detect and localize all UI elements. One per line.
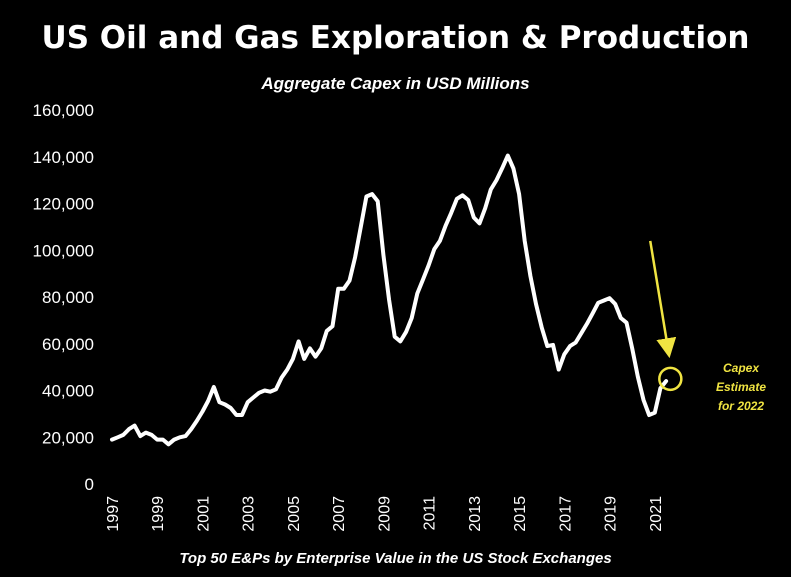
x-tick-label: 2013 — [467, 496, 484, 532]
y-tick-label: 80,000 — [42, 288, 94, 307]
y-tick-label: 20,000 — [42, 428, 94, 447]
y-tick-label: 100,000 — [33, 241, 94, 260]
annotation-label: for 2022 — [718, 399, 764, 413]
x-tick-label: 2001 — [195, 496, 212, 532]
series-layer — [110, 153, 669, 447]
x-tick-label: 2003 — [241, 496, 258, 532]
chart-subtitle: Aggregate Capex in USD Millions — [261, 74, 530, 93]
x-tick-label: 2009 — [376, 496, 393, 532]
x-tick-label: 2005 — [286, 496, 303, 532]
y-tick-label: 160,000 — [33, 101, 94, 120]
annotation-label: Capex — [723, 361, 760, 375]
chart-footer: Top 50 E&Ps by Enterprise Value in the U… — [179, 550, 612, 567]
series-line — [110, 153, 669, 447]
x-tick-label: 2019 — [603, 496, 620, 532]
chart-title: US Oil and Gas Exploration & Production — [41, 20, 750, 56]
y-tick-label: 0 — [85, 475, 94, 494]
y-axis: 0 20,000 40,000 60,000 80,000 100,000 120,000 1… — [33, 101, 94, 494]
x-tick-label: 2007 — [331, 496, 348, 532]
annotation-label: Estimate — [716, 380, 766, 394]
y-tick-label: 40,000 — [42, 382, 94, 401]
y-tick-label: 120,000 — [33, 195, 94, 214]
x-tick-label: 2011 — [422, 496, 439, 531]
annotation-layer: Capex Estimate for 2022 — [649, 240, 766, 413]
y-tick-label: 140,000 — [33, 148, 94, 167]
x-tick-label: 2017 — [557, 496, 574, 532]
x-tick-label: 2015 — [512, 496, 529, 532]
annotation-arrow — [649, 240, 677, 359]
x-axis: 1997 1999 2001 2003 2005 2007 2009 2011 2013 2015… — [105, 496, 665, 532]
annotation-circle — [658, 366, 683, 392]
y-tick-label: 60,000 — [42, 335, 94, 354]
x-tick-label: 1999 — [150, 496, 167, 532]
x-tick-label: 1997 — [105, 496, 122, 532]
x-tick-label: 2021 — [648, 496, 665, 532]
